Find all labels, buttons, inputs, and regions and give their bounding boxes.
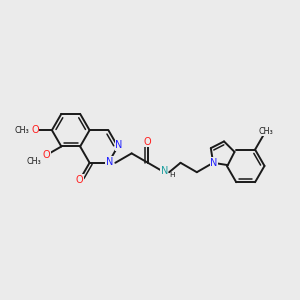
Text: CH₃: CH₃ (258, 127, 273, 136)
Text: N: N (210, 158, 218, 168)
Text: N: N (160, 166, 168, 176)
Text: O: O (31, 125, 39, 135)
Text: H: H (169, 172, 175, 178)
Text: O: O (76, 175, 83, 184)
Text: N: N (106, 157, 113, 167)
Text: O: O (43, 150, 50, 160)
Text: CH₃: CH₃ (27, 157, 42, 166)
Text: N: N (115, 140, 122, 151)
Text: CH₃: CH₃ (14, 126, 29, 135)
Text: O: O (143, 137, 151, 147)
